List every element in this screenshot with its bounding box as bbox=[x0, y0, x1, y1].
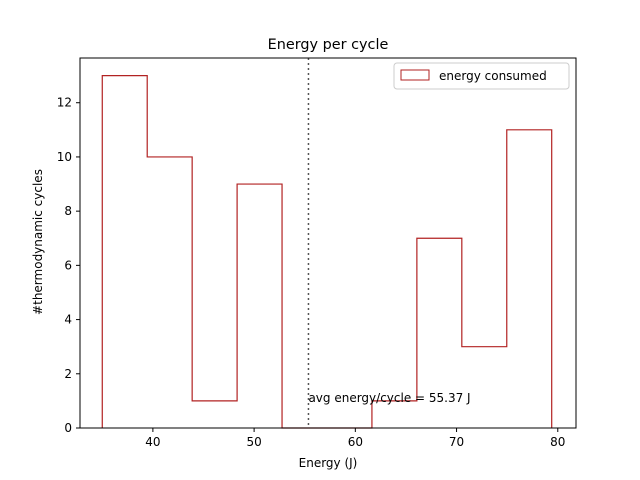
chart-title: Energy per cycle bbox=[268, 37, 389, 53]
y-tick-label: 12 bbox=[57, 96, 72, 110]
y-tick-label: 10 bbox=[57, 150, 72, 164]
histogram-bar bbox=[147, 157, 192, 428]
y-tick-label: 6 bbox=[64, 258, 72, 272]
legend-box bbox=[393, 62, 570, 90]
y-tick-label: 0 bbox=[64, 421, 72, 435]
x-tick-label: 50 bbox=[246, 435, 261, 449]
histogram-bar bbox=[192, 401, 237, 428]
axes-layer: 40 50 60 70 80 0 2 4 6 8 10 12 bbox=[57, 57, 577, 449]
y-tick-label: 2 bbox=[64, 367, 72, 381]
legend: energy consumed bbox=[393, 62, 570, 90]
x-tick-label: 70 bbox=[449, 435, 464, 449]
histogram-bar bbox=[507, 130, 552, 428]
y-tick-label: 4 bbox=[64, 313, 72, 327]
histogram-bar bbox=[237, 184, 282, 428]
histogram-bar bbox=[102, 76, 147, 428]
y-axis-label: #thermodynamic cycles bbox=[31, 169, 45, 315]
legend-label: energy consumed bbox=[439, 69, 547, 83]
legend-swatch bbox=[400, 69, 430, 81]
axes-frame bbox=[79, 57, 577, 429]
x-tick-label: 80 bbox=[550, 435, 565, 449]
histogram-bar bbox=[462, 347, 507, 428]
avg-energy-annotation: avg energy/cycle = 55.37 J bbox=[308, 391, 470, 405]
x-axis-label: Energy (J) bbox=[299, 456, 358, 470]
x-tick-label: 40 bbox=[145, 435, 160, 449]
y-tick-label: 8 bbox=[64, 204, 72, 218]
x-tick-label: 60 bbox=[348, 435, 363, 449]
